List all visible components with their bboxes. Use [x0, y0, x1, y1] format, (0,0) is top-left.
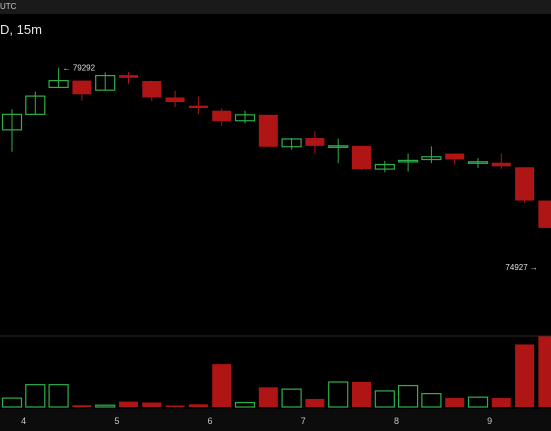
top-toolbar: UTC	[0, 0, 551, 14]
candle-body-16	[374, 163, 395, 170]
candle-body-23	[538, 200, 551, 228]
volume-bar-10	[234, 401, 256, 408]
volume-bar-20	[467, 396, 489, 408]
candle-body-4	[95, 74, 116, 91]
volume-bar-23	[538, 336, 551, 407]
candle-body-12	[281, 138, 302, 148]
volume-bar-1	[25, 384, 46, 408]
volume-bar-5	[119, 401, 138, 407]
volume-bar-6	[142, 402, 162, 407]
candle-body-22	[515, 167, 535, 201]
volume-bar-8	[188, 404, 208, 407]
time-axis-strip	[0, 409, 551, 431]
x-tick-label-6: 6	[208, 416, 213, 426]
volume-bar-13	[305, 398, 325, 407]
volume-bar-18	[421, 393, 442, 408]
volume-bar-14	[328, 381, 349, 408]
candle-body-1	[25, 95, 46, 115]
symbol-label[interactable]: UTC	[0, 2, 17, 11]
candle-body-17	[398, 159, 419, 163]
candle-body-8	[188, 105, 208, 108]
x-tick-label-5: 5	[114, 416, 119, 426]
candle-body-11	[258, 114, 278, 147]
candle-body-9	[212, 110, 232, 122]
candle-body-10	[234, 114, 256, 122]
candle-body-6	[142, 81, 162, 98]
x-tick-label-9: 9	[487, 416, 492, 426]
volume-bar-22	[515, 344, 535, 407]
volume-bar-16	[374, 390, 395, 408]
candle-body-21	[491, 162, 511, 167]
volume-bar-11	[258, 387, 278, 407]
volume-bar-9	[212, 364, 232, 407]
candle-body-13	[305, 138, 325, 146]
x-tick-label-8: 8	[394, 416, 399, 426]
volume-bar-2	[48, 384, 69, 408]
volume-bar-7	[165, 405, 185, 407]
volume-bar-12	[281, 388, 302, 408]
candle-body-2	[48, 79, 69, 89]
candle-body-18	[421, 156, 442, 161]
chart-title: D, 15m	[0, 22, 42, 37]
candle-body-5	[119, 75, 138, 78]
x-tick-label-7: 7	[301, 416, 306, 426]
volume-bar-15	[352, 381, 371, 407]
volume-bar-21	[491, 398, 511, 407]
candle-body-14	[328, 145, 349, 148]
high-price-annotation: ← 79292	[63, 64, 96, 73]
volume-bar-3	[72, 405, 92, 407]
volume-bar-17	[398, 384, 419, 408]
candle-body-19	[445, 153, 465, 160]
volume-bar-4	[95, 404, 116, 408]
volume-bar-0	[1, 397, 23, 408]
candle-body-3	[72, 80, 92, 95]
volume-bar-19	[445, 398, 465, 407]
candle-body-7	[165, 97, 185, 103]
candle-body-20	[467, 161, 489, 164]
candle-body-15	[352, 145, 371, 170]
x-tick-label-4: 4	[21, 416, 26, 426]
candle-body-0	[1, 113, 23, 131]
low-price-annotation: 74927 →	[505, 263, 537, 272]
